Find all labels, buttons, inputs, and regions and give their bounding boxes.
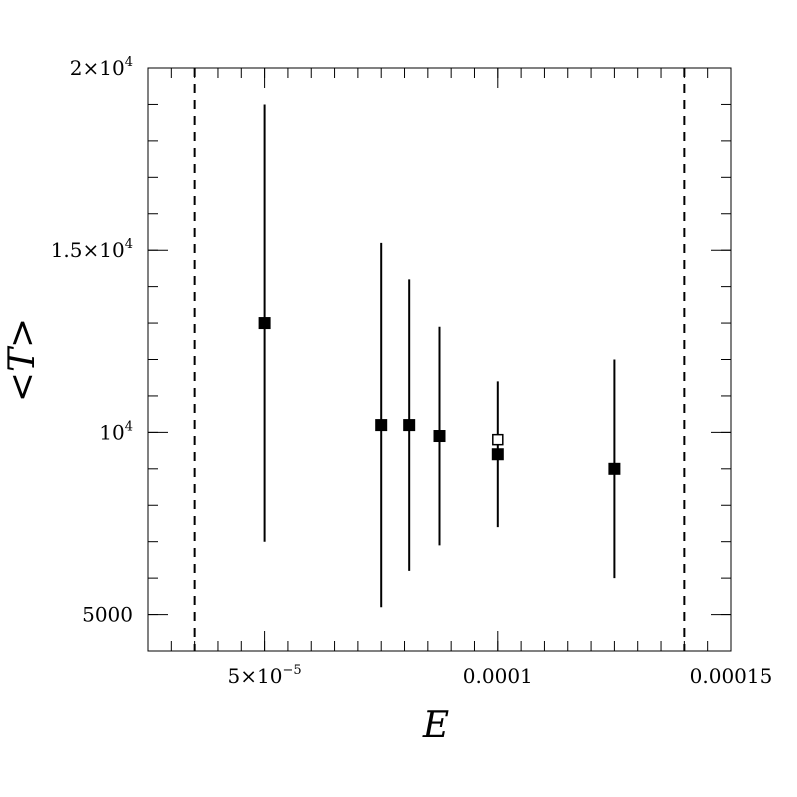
x-tick-label: 5×10−5 (228, 663, 302, 688)
filled-square-marker (491, 448, 504, 461)
y-tick-label: 5000 (82, 603, 133, 627)
y-tick-label: 104 (99, 419, 133, 444)
x-tick-label: 0.0001 (463, 664, 533, 688)
y-axis-title: <T> (2, 318, 43, 402)
y-tick-label: 1.5×104 (51, 237, 133, 262)
filled-square-marker (433, 430, 446, 443)
x-tick-label: 0.00015 (690, 664, 773, 688)
filled-square-marker (608, 462, 621, 475)
tick-labels: 5×10−5 0.0001 0.00015 5000 104 1.5×104 2×104 (51, 55, 773, 688)
y-tick-label: 2×104 (70, 55, 133, 80)
filled-square-marker (258, 317, 271, 330)
data-markers (258, 317, 621, 475)
filled-square-marker (403, 419, 416, 432)
error-bars (263, 104, 616, 608)
filled-square-marker (375, 419, 388, 432)
reference-lines (193, 68, 686, 651)
major-ticks (148, 67, 732, 651)
x-axis-title: E (422, 705, 449, 746)
open-square-marker (492, 433, 504, 446)
